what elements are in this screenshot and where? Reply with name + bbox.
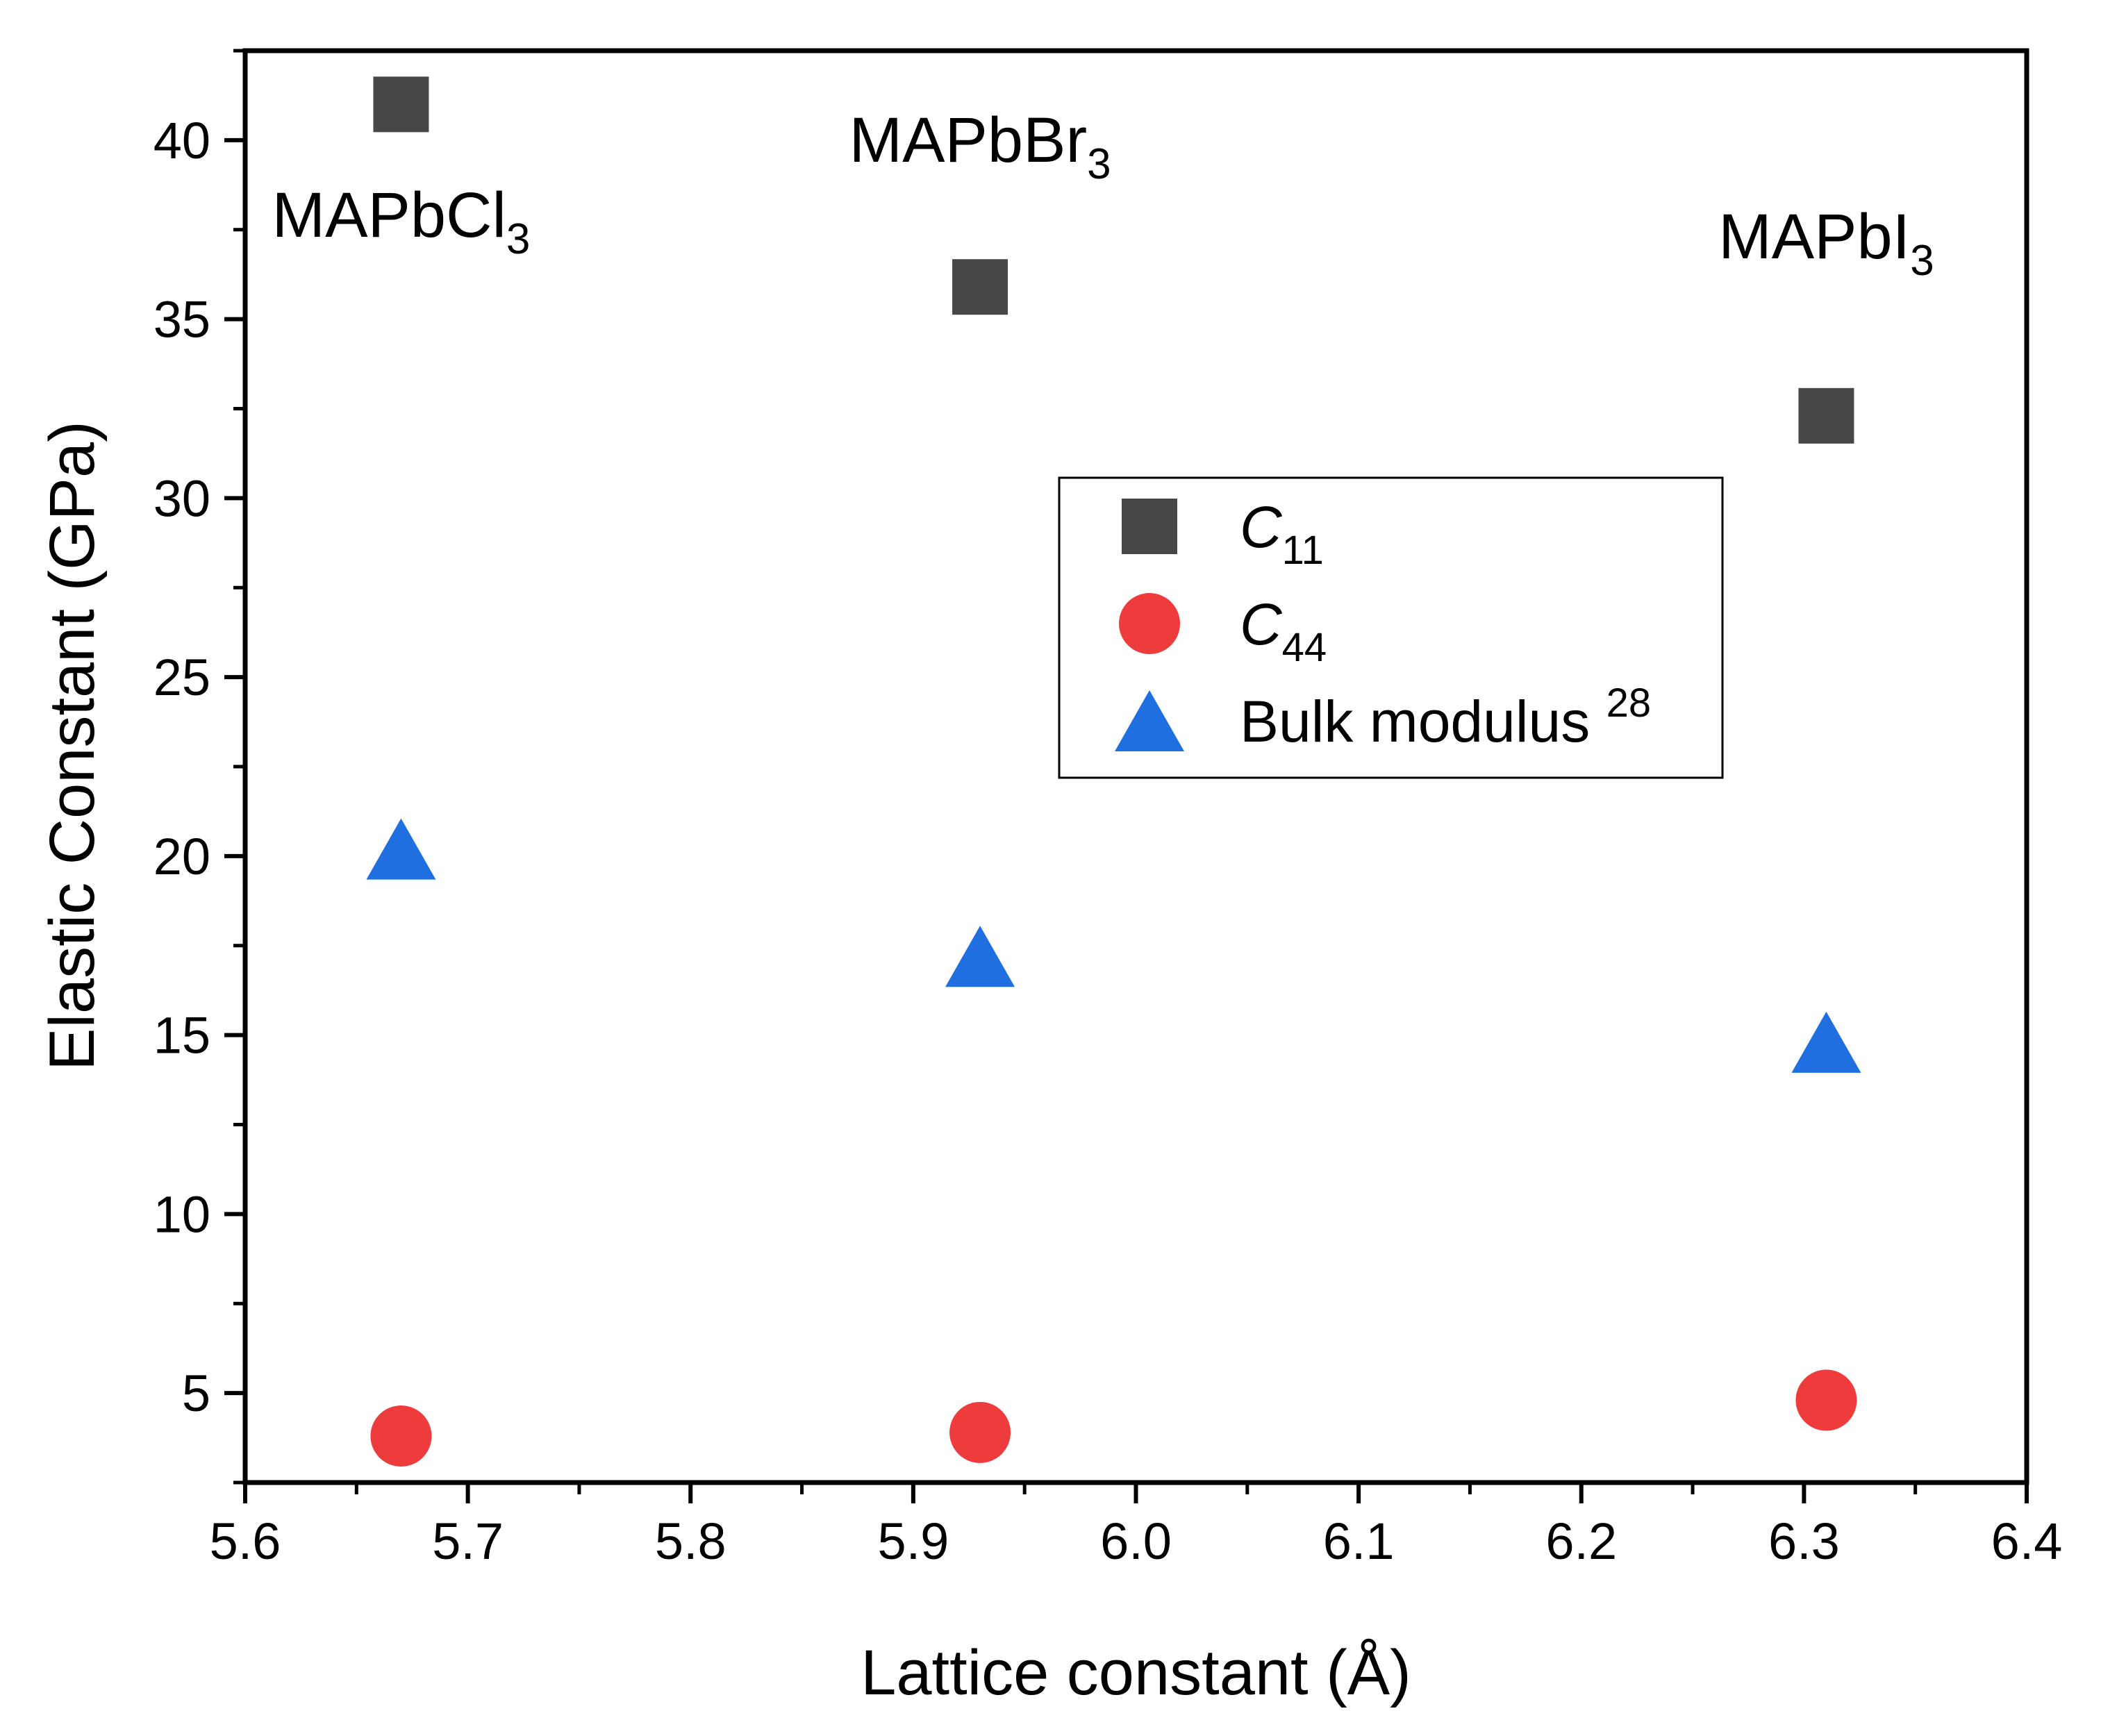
x-tick-label: 5.9	[877, 1512, 949, 1570]
data-point-bulk-modulus	[945, 926, 1015, 987]
legend-label-text: Bulk modulus	[1240, 689, 1606, 754]
y-tick-label: 30	[153, 469, 210, 527]
legend-marker-bulk-modulus	[1115, 690, 1184, 751]
data-points	[366, 76, 1861, 1467]
compound-subscript: 3	[1087, 140, 1111, 188]
data-point-c11	[1798, 387, 1854, 444]
y-axis-label: Elastic Constant (GPa)	[37, 421, 108, 1071]
x-tick-label: 5.6	[210, 1512, 281, 1570]
legend-label-superscript: 28	[1606, 681, 1652, 726]
y-tick-label: 20	[153, 828, 210, 885]
compound-name: MAPbBr	[849, 105, 1088, 176]
compound-label: MAPbCl3	[272, 180, 530, 263]
legend-label-bulk-modulus: Bulk modulus 28	[1240, 681, 1651, 754]
x-tick-label: 6.0	[1100, 1512, 1172, 1570]
x-tick-label: 5.8	[655, 1512, 726, 1570]
data-point-c44	[1795, 1369, 1857, 1431]
compound-label: MAPbBr3	[849, 105, 1111, 188]
y-tick-label: 10	[153, 1185, 210, 1243]
data-point-bulk-modulus	[1791, 1011, 1861, 1073]
x-tick-label: 6.3	[1768, 1512, 1840, 1570]
compound-subscript: 3	[506, 215, 530, 263]
compound-name: MAPbCl	[272, 180, 506, 251]
x-tick-label: 6.2	[1545, 1512, 1617, 1570]
legend-label-subscript: 11	[1282, 528, 1324, 573]
x-axis-label: Lattice constant (Å)	[861, 1637, 1411, 1708]
data-point-c44	[370, 1405, 432, 1467]
x-tick-label: 5.7	[432, 1512, 504, 1570]
legend-marker-c44	[1119, 593, 1180, 654]
legend-label-c11: C11	[1240, 494, 1324, 573]
y-axis: 5 10 15 20 25 30 35 40	[153, 49, 245, 1485]
y-tick-label: 35	[153, 291, 210, 349]
y-tick-label: 5	[182, 1364, 210, 1422]
data-point-c44	[949, 1401, 1011, 1463]
compound-name: MAPbI	[1718, 201, 1910, 272]
x-tick-label: 6.1	[1323, 1512, 1395, 1570]
legend-label-text: C	[1240, 494, 1283, 560]
legend-marker-c11	[1122, 499, 1177, 554]
data-point-bulk-modulus	[366, 818, 436, 880]
legend-label-c44: C44	[1240, 592, 1327, 670]
data-point-c11	[952, 259, 1008, 315]
compound-subscript: 3	[1910, 237, 1934, 285]
compound-label: MAPbI3	[1718, 201, 1934, 285]
y-tick-label: 25	[153, 649, 210, 706]
x-axis: 5.6 5.7 5.8 5.9 6.0 6.1 6.2 6.3 6.4	[210, 1483, 2063, 1570]
legend-label-subscript: 44	[1282, 625, 1327, 670]
y-tick-label: 40	[153, 112, 210, 169]
x-tick-label: 6.4	[1991, 1512, 2063, 1570]
y-tick-label: 15	[153, 1007, 210, 1065]
data-point-c11	[373, 76, 429, 133]
legend-label-text: C	[1240, 592, 1283, 657]
